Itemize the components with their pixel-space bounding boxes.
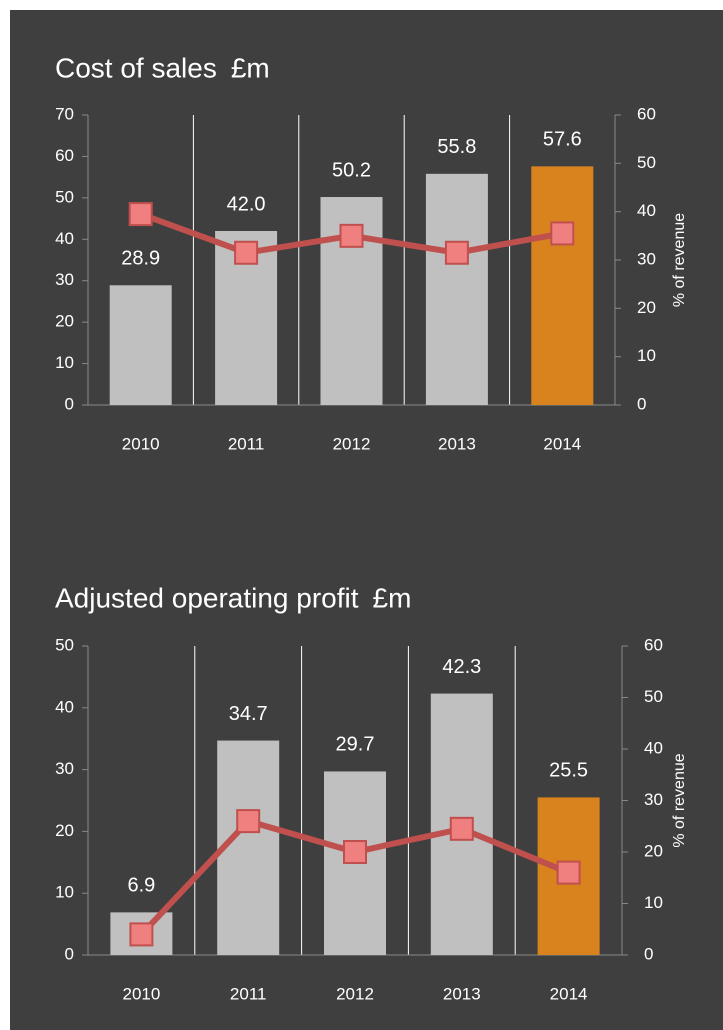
y2-tick-label: 50 bbox=[637, 153, 656, 172]
y2-tick-label: 0 bbox=[637, 394, 646, 413]
y-tick-label: 60 bbox=[55, 146, 74, 165]
x-tick-label: 2012 bbox=[333, 434, 371, 453]
x-tick-label: 2014 bbox=[550, 984, 588, 1003]
y-tick-label: 50 bbox=[55, 635, 74, 654]
value-label: 25.5 bbox=[549, 760, 588, 782]
marker bbox=[339, 223, 364, 248]
y-tick-label: 40 bbox=[55, 229, 74, 248]
bar bbox=[531, 166, 594, 405]
marker bbox=[236, 809, 261, 834]
y-tick-label: 0 bbox=[65, 394, 74, 413]
chart-title: Adjusted operating profit bbox=[55, 582, 359, 613]
marker bbox=[343, 840, 367, 864]
x-tick-label: 2011 bbox=[230, 984, 267, 1003]
y2-tick-label: 30 bbox=[637, 249, 656, 268]
y2-tick-label: 20 bbox=[644, 841, 663, 860]
bar bbox=[109, 285, 172, 405]
y-tick-label: 70 bbox=[55, 104, 74, 123]
value-label: 6.9 bbox=[127, 875, 155, 897]
value-label: 42.0 bbox=[227, 193, 266, 215]
y-tick-label: 0 bbox=[65, 944, 74, 963]
marker bbox=[234, 240, 259, 265]
y2-tick-label: 10 bbox=[644, 893, 663, 912]
y2-tick-label: 10 bbox=[637, 346, 656, 365]
y2-tick-label: 30 bbox=[644, 790, 663, 809]
y2-tick-label: 20 bbox=[637, 298, 656, 317]
y-tick-label: 20 bbox=[55, 821, 74, 840]
marker bbox=[556, 860, 581, 885]
x-tick-label: 2010 bbox=[122, 434, 160, 453]
marker bbox=[128, 202, 153, 227]
marker bbox=[550, 221, 575, 246]
y-tick-label: 20 bbox=[55, 312, 74, 331]
y2-tick-label: 50 bbox=[644, 687, 663, 706]
value-label: 50.2 bbox=[332, 159, 371, 181]
y2-tick-label: 0 bbox=[644, 944, 653, 963]
x-tick-label: 2010 bbox=[122, 984, 160, 1003]
y2-tick-label: 60 bbox=[637, 104, 656, 123]
x-tick-label: 2013 bbox=[438, 434, 476, 453]
x-tick-label: 2014 bbox=[543, 434, 581, 453]
value-label: 55.8 bbox=[437, 136, 476, 158]
x-tick-label: 2012 bbox=[336, 984, 374, 1003]
y-tick-label: 30 bbox=[55, 759, 74, 778]
y2-axis-label: % of revenue bbox=[671, 213, 688, 307]
chart-unit: £m bbox=[373, 582, 412, 613]
y-tick-label: 40 bbox=[55, 697, 74, 716]
value-label: 28.9 bbox=[121, 248, 160, 270]
value-label: 57.6 bbox=[543, 129, 582, 151]
chart-unit: £m bbox=[231, 52, 270, 83]
value-label: 29.7 bbox=[336, 734, 375, 756]
y-tick-label: 10 bbox=[55, 883, 74, 902]
y2-axis-label: % of revenue bbox=[671, 753, 688, 847]
marker bbox=[129, 922, 154, 947]
y2-tick-label: 40 bbox=[644, 738, 663, 757]
y-tick-label: 10 bbox=[55, 353, 74, 372]
bar bbox=[217, 740, 280, 955]
y-tick-label: 50 bbox=[55, 187, 74, 206]
x-tick-label: 2011 bbox=[228, 434, 265, 453]
chart-title: Cost of sales bbox=[55, 52, 217, 83]
value-label: 34.7 bbox=[229, 703, 268, 725]
y-tick-label: 30 bbox=[55, 270, 74, 289]
x-tick-label: 2013 bbox=[443, 984, 481, 1003]
y2-tick-label: 40 bbox=[637, 201, 656, 220]
bar bbox=[425, 173, 488, 405]
marker bbox=[449, 816, 474, 841]
value-label: 42.3 bbox=[442, 656, 481, 678]
y2-tick-label: 60 bbox=[644, 635, 663, 654]
marker bbox=[444, 240, 469, 265]
